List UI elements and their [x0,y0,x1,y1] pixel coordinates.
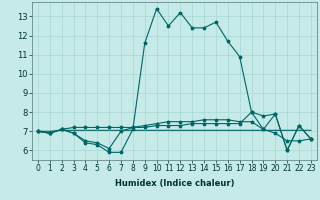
X-axis label: Humidex (Indice chaleur): Humidex (Indice chaleur) [115,179,234,188]
